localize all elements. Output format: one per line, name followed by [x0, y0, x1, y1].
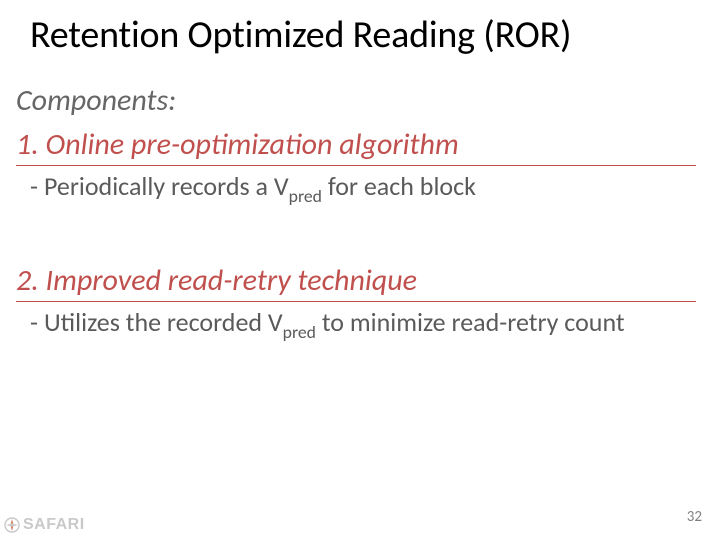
component-2-heading: 2. Improved read-retry technique: [16, 262, 696, 302]
bullet-2-text-post: to minimize read-retry count: [316, 306, 625, 338]
page-number: 32: [687, 508, 702, 526]
component-1-heading: 1. Online pre-optimization algorithm: [16, 126, 696, 166]
bullet-dash-icon: -: [30, 308, 38, 338]
components-label: Components:: [16, 82, 176, 119]
bullet-dash-icon: -: [30, 172, 38, 202]
bullet-1-subscript: pred: [289, 185, 322, 207]
compass-icon: [4, 517, 20, 533]
logo-text: SAFARI: [23, 516, 85, 534]
safari-logo: SAFARI: [4, 516, 85, 534]
component-2-bullet: -Utilizes the recorded Vpred to minimize…: [30, 308, 690, 342]
bullet-2-text-pre: Utilizes the recorded V: [44, 306, 283, 338]
bullet-1-text-pre: Periodically records a V: [44, 170, 289, 202]
slide-title: Retention Optimized Reading (ROR): [30, 12, 700, 58]
bullet-1-text-post: for each block: [322, 170, 476, 202]
bullet-2-subscript: pred: [283, 321, 316, 343]
component-1-bullet: -Periodically records a Vpred for each b…: [30, 172, 690, 206]
